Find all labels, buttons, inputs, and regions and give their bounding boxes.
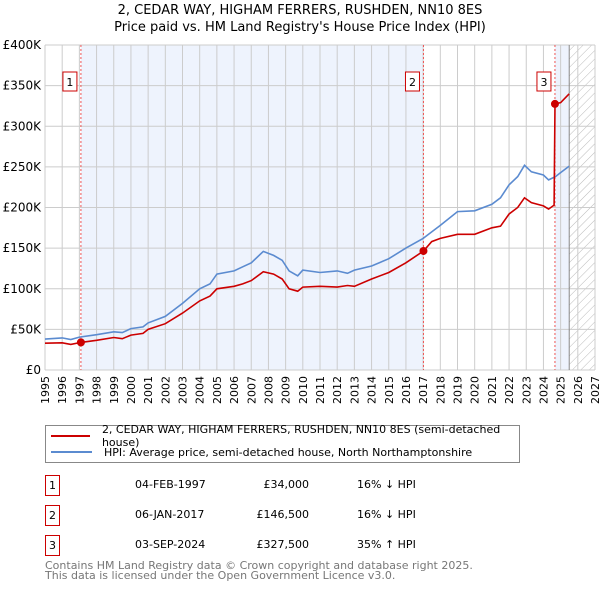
y-tick-label: £350K xyxy=(3,79,43,93)
y-tick-label: £250K xyxy=(3,160,43,174)
legend-item-hpi: HPI: Average price, semi-detached house,… xyxy=(46,444,472,460)
legend-label-hpi: HPI: Average price, semi-detached house,… xyxy=(104,445,473,459)
sale-point xyxy=(76,338,85,347)
legend-item-property: 2, CEDAR WAY, HIGHAM FERRERS, RUSHDEN, N… xyxy=(46,423,519,449)
legend-label-property: 2, CEDAR WAY, HIGHAM FERRERS, RUSHDEN, N… xyxy=(101,423,501,449)
x-tick-label: 2010 xyxy=(297,376,310,404)
sale-marker-label: 2 xyxy=(409,76,416,89)
sale-point xyxy=(550,99,559,108)
x-tick-label: 2017 xyxy=(417,376,430,404)
legend: 2, CEDAR WAY, HIGHAM FERRERS, RUSHDEN, N… xyxy=(45,423,520,463)
x-tick-label: 2001 xyxy=(142,376,155,404)
x-tick-label: 2024 xyxy=(537,376,550,404)
sale-hpi-diff: 16% ↓ HPI xyxy=(357,478,416,491)
legend-swatch-hpi xyxy=(51,451,92,453)
sale-marker-box xyxy=(404,71,420,92)
legend-swatch-property xyxy=(51,435,90,437)
sale-date: 06-JAN-2017 xyxy=(135,508,205,521)
x-tick-label: 2006 xyxy=(228,376,241,404)
x-tick-label: 2004 xyxy=(194,376,207,404)
x-tick-label: 2018 xyxy=(434,376,447,404)
x-tick-label: 2003 xyxy=(177,376,190,404)
x-tick-label: 2027 xyxy=(589,376,600,404)
x-tick-label: 2016 xyxy=(400,376,413,404)
x-tick-label: 2000 xyxy=(125,376,138,404)
sale-marker-box xyxy=(62,71,78,92)
x-tick-label: 2025 xyxy=(555,376,568,404)
x-tick-label: 2011 xyxy=(314,376,327,404)
x-tick-label: 1999 xyxy=(108,376,121,404)
y-tick-label: £150K xyxy=(3,241,43,255)
x-tick-label: 2026 xyxy=(572,376,585,404)
sale-price: £327,500 xyxy=(256,538,310,551)
sale-marker-label: 1 xyxy=(66,76,73,89)
footer-licence: This data is licensed under the Open Gov… xyxy=(45,569,396,582)
x-tick-label: 1995 xyxy=(39,376,52,404)
sale-row: 3 03-SEP-2024 £327,500 35% ↑ HPI xyxy=(45,535,545,556)
series-line-hpi xyxy=(44,164,570,341)
x-tick-label: 1998 xyxy=(91,376,104,404)
x-tick-label: 1996 xyxy=(56,376,69,404)
series-line-property xyxy=(44,93,570,346)
chart-title: 2, CEDAR WAY, HIGHAM FERRERS, RUSHDEN, N… xyxy=(117,3,483,18)
sale-date: 03-SEP-2024 xyxy=(135,538,206,551)
sale-marker-label: 3 xyxy=(540,76,547,89)
x-tick-label: 2013 xyxy=(348,376,361,404)
x-tick-label: 2020 xyxy=(469,376,482,404)
x-tick-label: 2015 xyxy=(383,376,396,404)
plot-area: 1995 1996 1997 1998 1999 2000 2001 2002 2003 2004… xyxy=(3,38,600,404)
sale-date: 04-FEB-1997 xyxy=(135,478,206,491)
sale-hpi-diff: 35% ↑ HPI xyxy=(357,538,416,551)
sale-price: £34,000 xyxy=(263,478,310,491)
x-tick-label: 1997 xyxy=(73,376,86,404)
sale-point xyxy=(419,246,428,255)
x-tick-label: 2021 xyxy=(486,376,499,404)
footer-copyright: Contains HM Land Registry data © Crown c… xyxy=(45,559,473,572)
y-tick-label: £0 xyxy=(26,363,41,377)
y-tick-label: £400K xyxy=(3,38,43,52)
sale-row: 1 04-FEB-1997 £34,000 16% ↓ HPI xyxy=(45,475,545,496)
y-tick-label: £50K xyxy=(10,322,42,336)
x-tick-label: 2019 xyxy=(452,376,465,404)
sale-marker-box xyxy=(536,71,552,92)
y-tick-label: £200K xyxy=(3,201,43,215)
x-tick-label: 2009 xyxy=(280,376,293,404)
sale-marker-label: 2 xyxy=(45,505,60,526)
x-tick-label: 2008 xyxy=(262,376,275,404)
x-tick-label: 2005 xyxy=(211,376,224,404)
chart-subtitle: Price paid vs. HM Land Registry's House … xyxy=(114,20,486,35)
sale-price: £146,500 xyxy=(256,508,310,521)
x-tick-label: 2014 xyxy=(366,376,379,404)
sale-marker-label: 3 xyxy=(45,535,60,556)
y-tick-label: £300K xyxy=(3,119,43,133)
sale-hpi-diff: 16% ↓ HPI xyxy=(357,508,416,521)
y-tick-label: £100K xyxy=(3,282,43,296)
x-tick-label: 2007 xyxy=(245,376,258,404)
x-tick-label: 2012 xyxy=(331,376,344,404)
x-tick-label: 2002 xyxy=(159,376,172,404)
sale-marker-label: 1 xyxy=(45,475,60,496)
x-tick-label: 2022 xyxy=(503,376,516,404)
sale-row: 2 06-JAN-2017 £146,500 16% ↓ HPI xyxy=(45,505,545,526)
x-tick-label: 2023 xyxy=(520,376,533,404)
